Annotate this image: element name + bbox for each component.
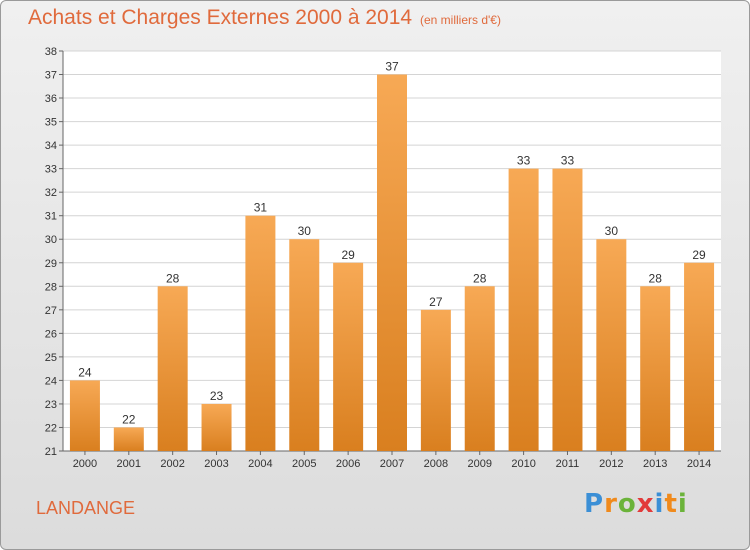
logo-letter: r [604, 489, 618, 519]
bar-value-label: 29 [341, 248, 355, 262]
x-tick-label: 2004 [248, 458, 272, 470]
y-tick-label: 34 [45, 140, 57, 152]
x-tick-label: 2013 [643, 458, 667, 470]
y-tick-label: 26 [45, 328, 57, 340]
bar [245, 215, 276, 451]
bar [333, 262, 364, 451]
y-tick-label: 25 [45, 352, 57, 364]
x-tick-label: 2012 [599, 458, 623, 470]
bar-value-label: 27 [429, 295, 443, 309]
bar [201, 403, 232, 451]
y-tick-label: 23 [45, 399, 57, 411]
bar [69, 380, 100, 451]
bar [157, 286, 188, 451]
bar-value-label: 28 [649, 271, 663, 285]
bar-value-label: 33 [561, 154, 575, 168]
x-tick-label: 2009 [467, 458, 491, 470]
bar-value-label: 28 [166, 271, 180, 285]
y-tick-label: 32 [45, 187, 57, 199]
bar [289, 239, 320, 451]
x-tick-label: 2005 [292, 458, 316, 470]
bar [508, 168, 539, 451]
x-tick-label: 2010 [511, 458, 535, 470]
proxiti-logo: Proxiti [584, 489, 688, 519]
logo-letter: i [677, 489, 688, 519]
x-tick-label: 2001 [117, 458, 141, 470]
bar-value-label: 24 [78, 365, 92, 379]
y-tick-label: 37 [45, 70, 57, 82]
y-tick-label: 28 [45, 281, 57, 293]
y-tick-label: 30 [45, 234, 57, 246]
bars: 24 22 28 23 31 30 29 37 27 28 33 33 30 28 29 [69, 60, 715, 451]
chart-title: Achats et Charges Externes 2000 à 2014 [28, 6, 413, 29]
bar [640, 286, 671, 451]
bar-value-label: 37 [385, 60, 399, 74]
y-tick-label: 29 [45, 258, 57, 270]
bar [377, 74, 407, 451]
commune-name: LANDANGE [36, 498, 136, 518]
bar [596, 239, 627, 451]
logo-letter: x [636, 489, 655, 519]
bar-value-label: 30 [298, 224, 312, 238]
bar [420, 309, 451, 451]
y-tick-label: 33 [45, 164, 57, 176]
bar-value-label: 22 [122, 412, 136, 426]
logo-letter: t [664, 489, 678, 519]
bar-value-label: 33 [517, 154, 531, 168]
y-tick-label: 36 [45, 93, 57, 105]
x-tick-label: 2007 [380, 458, 404, 470]
x-tick-label: 2003 [204, 458, 228, 470]
x-tick-label: 2011 [556, 458, 580, 470]
bar [552, 168, 583, 451]
x-tick-label: 2000 [73, 458, 97, 470]
bar [464, 286, 495, 451]
y-tick-label: 35 [45, 117, 57, 129]
y-tick-label: 24 [45, 375, 57, 387]
y-axis-ticks: 21 22 23 24 25 26 27 28 29 30 31 32 33 34 35 36 37 38 [45, 46, 57, 458]
logo-letter: o [617, 489, 637, 519]
bar-value-label: 23 [210, 389, 224, 403]
chart-subtitle: (en milliers d'€) [420, 13, 501, 27]
y-tick-label: 22 [45, 422, 57, 434]
x-tick-label: 2002 [160, 458, 184, 470]
x-axis-ticks: 2000 2001 2002 2003 2004 2005 2006 2007 2008 2009… [73, 458, 712, 470]
bar-value-label: 30 [605, 224, 619, 238]
x-tick-label: 2008 [424, 458, 448, 470]
bar-value-label: 29 [692, 248, 706, 262]
bar [113, 427, 144, 451]
y-tick-label: 31 [45, 211, 57, 223]
bar [684, 262, 715, 451]
y-tick-label: 38 [45, 46, 57, 58]
logo-letter: P [584, 489, 605, 519]
y-tick-label: 27 [45, 305, 57, 317]
y-tick-label: 21 [45, 446, 57, 458]
logo-letter: i [654, 489, 665, 519]
x-tick-label: 2014 [687, 458, 711, 470]
bar-value-label: 31 [254, 201, 268, 215]
x-tick-label: 2006 [336, 458, 360, 470]
bar-value-label: 28 [473, 271, 487, 285]
